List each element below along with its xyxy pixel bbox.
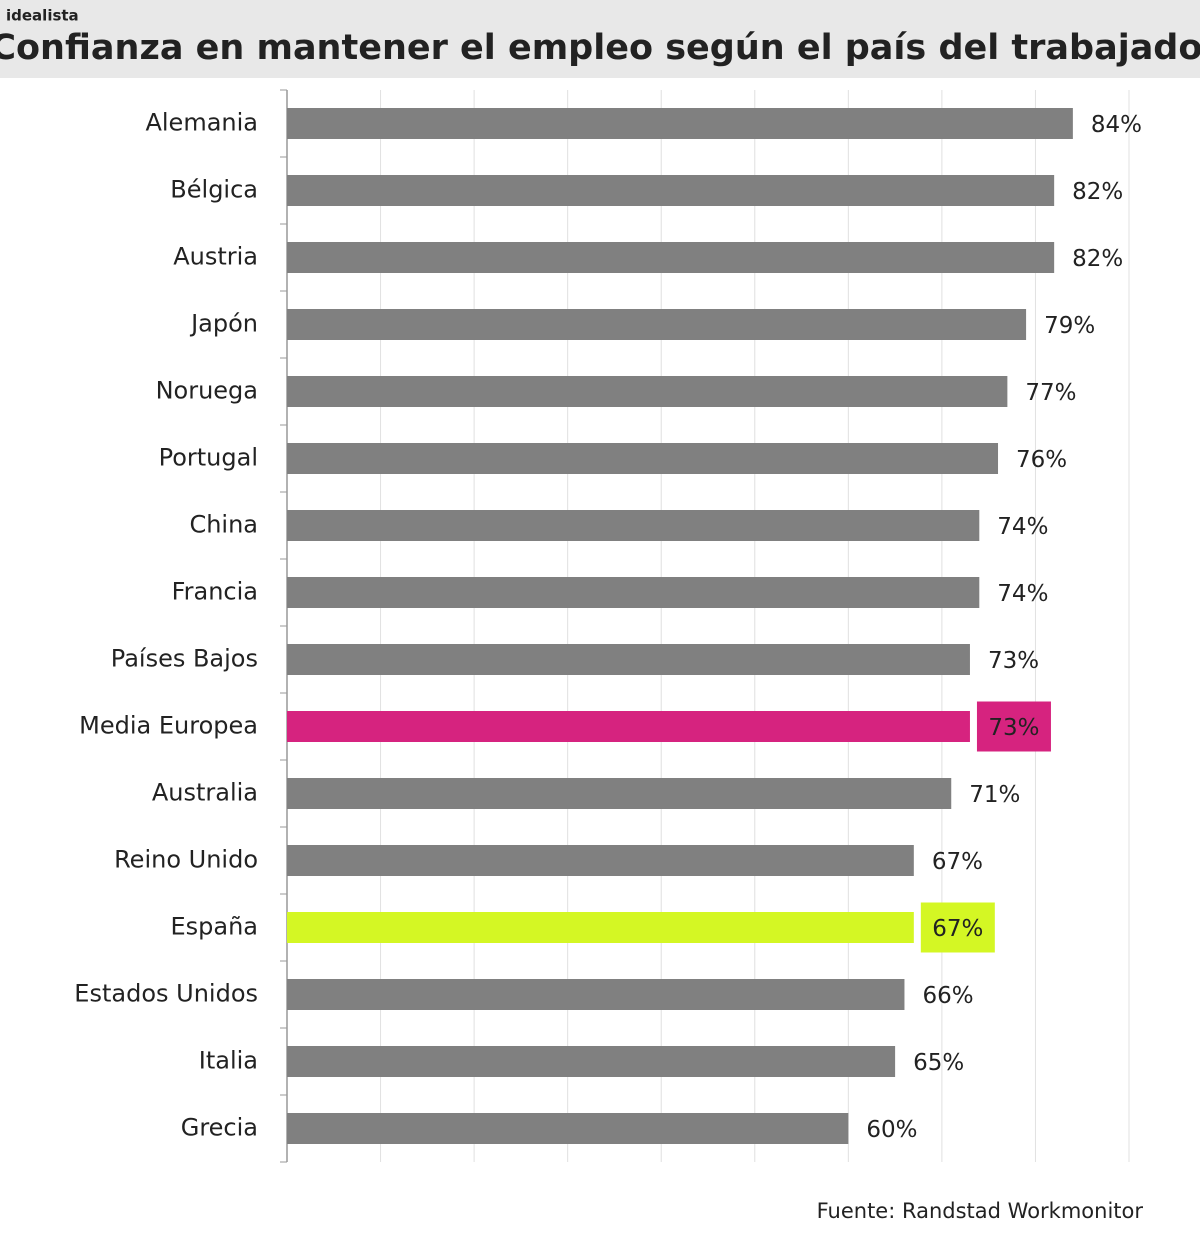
value-label: 60%: [866, 1117, 917, 1143]
y-tick-label: Alemania: [145, 109, 258, 137]
value-label: 65%: [913, 1050, 964, 1076]
value-label: 84%: [1091, 112, 1142, 138]
value-label-box: [920, 902, 995, 953]
value-label: 77%: [1025, 380, 1076, 406]
bar: [287, 1046, 896, 1077]
value-label: 76%: [1016, 447, 1067, 473]
bar: [287, 711, 970, 742]
bar: [287, 108, 1073, 139]
value-label: 67%: [932, 916, 983, 942]
y-tick-label: Francia: [172, 578, 258, 606]
value-label: 79%: [1044, 313, 1095, 339]
y-tick-label: Reino Unido: [114, 846, 258, 874]
value-label: 82%: [1072, 179, 1123, 205]
value-label-box: [976, 701, 1051, 752]
bar: [287, 309, 1027, 340]
brand: idealista: [6, 7, 79, 25]
chart-title: Confianza en mantener el empleo según el…: [0, 28, 1200, 68]
y-tick-label: Italia: [199, 1047, 258, 1075]
bar: [287, 845, 914, 876]
y-tick-label: Portugal: [159, 444, 258, 472]
value-label: 74%: [997, 514, 1048, 540]
bar: [287, 644, 970, 675]
y-tick-label: China: [189, 511, 258, 539]
y-tick-label: Media Europea: [79, 712, 258, 740]
y-tick-label: Australia: [152, 779, 258, 807]
bar: [287, 979, 905, 1010]
bar: [287, 443, 999, 474]
value-label: 67%: [932, 849, 983, 875]
value-label: 82%: [1072, 246, 1123, 272]
bar: [287, 242, 1055, 273]
bar: [287, 912, 914, 943]
value-label: 73%: [988, 648, 1039, 674]
bar: [287, 175, 1055, 206]
bar: [287, 577, 980, 608]
value-label: 71%: [969, 782, 1020, 808]
value-label: 74%: [997, 581, 1048, 607]
y-tick-label: Austria: [173, 243, 258, 271]
y-tick-label: Japón: [189, 310, 258, 338]
y-tick-label: Estados Unidos: [74, 980, 258, 1008]
y-tick-label: Bélgica: [170, 176, 258, 204]
y-tick-label: Países Bajos: [111, 645, 258, 673]
bar: [287, 778, 952, 809]
header-band: [0, 0, 1200, 78]
y-tick-label: Noruega: [156, 377, 258, 405]
y-tick-label: Grecia: [181, 1114, 258, 1142]
source: Fuente: Randstad Workmonitor: [817, 1199, 1144, 1223]
y-tick-label: España: [170, 913, 258, 941]
bar: [287, 376, 1008, 407]
bar: [287, 1113, 849, 1144]
value-label: 73%: [988, 715, 1039, 741]
bar: [287, 510, 980, 541]
value-label: 66%: [922, 983, 973, 1009]
